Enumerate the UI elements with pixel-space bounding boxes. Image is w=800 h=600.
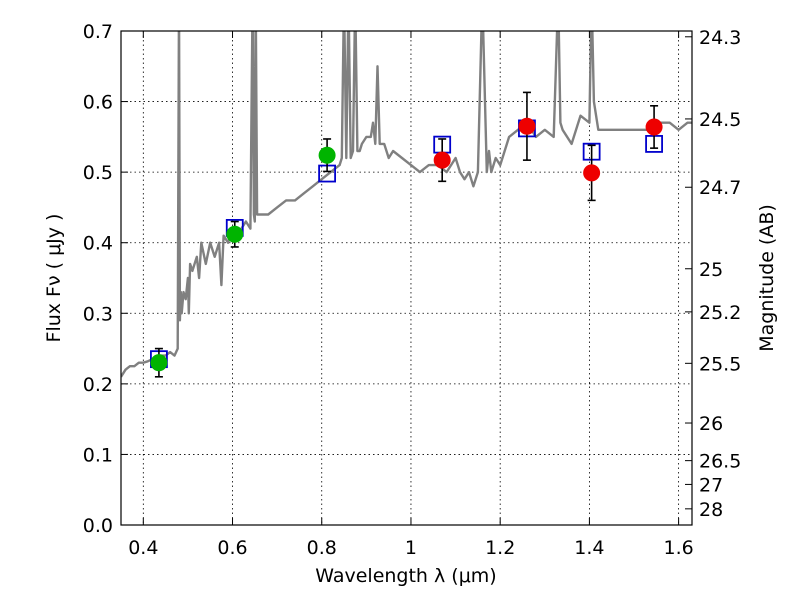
magnitude-tick-label: 26 bbox=[699, 413, 723, 435]
observed-flux-point bbox=[226, 225, 244, 243]
y-axis-ticks: 0.0 0.1 0.2 0.3 0.4 0.5 0.6 0.7 bbox=[83, 21, 128, 537]
magnitude-tick-label: 25.2 bbox=[699, 302, 741, 324]
magnitude-tick-label: 24.7 bbox=[699, 177, 741, 199]
x-tick-label: 1.2 bbox=[485, 537, 515, 559]
y-tick-label: 0.4 bbox=[83, 233, 113, 255]
y-tick-label: 0.2 bbox=[83, 374, 113, 396]
x-tick-label: 0.6 bbox=[217, 537, 247, 559]
x-tick-label: 1.4 bbox=[574, 537, 604, 559]
y-tick-label: 0.0 bbox=[83, 515, 113, 537]
magnitude-axis-ticks: 24.3 24.5 24.7 25 25.2 25.5 26 26.527 28 bbox=[685, 27, 741, 521]
magnitude-tick-label: 24.5 bbox=[699, 109, 741, 131]
magnitude-axis-label: Magnitude (AB) bbox=[756, 204, 778, 352]
y-axis-label: Flux Fν ( μJy ) bbox=[43, 214, 65, 343]
x-tick-label: 1 bbox=[405, 537, 417, 559]
observed-flux-point bbox=[645, 118, 663, 136]
magnitude-tick-label: 26.5 bbox=[699, 451, 741, 473]
y-tick-label: 0.5 bbox=[83, 162, 113, 184]
magnitude-tick-label: 28 bbox=[699, 499, 723, 521]
observed-flux-point bbox=[150, 354, 168, 372]
spectrum-layer bbox=[121, 31, 692, 378]
magnitude-tick-label: 25.5 bbox=[699, 353, 741, 375]
x-tick-label: 0.8 bbox=[307, 537, 337, 559]
model-spectrum-line bbox=[121, 31, 692, 378]
y-tick-label: 0.7 bbox=[83, 21, 113, 43]
y-tick-label: 0.6 bbox=[83, 92, 113, 114]
observed-flux-point bbox=[318, 146, 336, 164]
magnitude-tick-label: 27 bbox=[699, 474, 723, 496]
magnitude-tick-label: 24.3 bbox=[699, 27, 741, 49]
plot-frame bbox=[120, 30, 693, 526]
observed-flux-point bbox=[518, 117, 536, 135]
y-tick-label: 0.1 bbox=[83, 444, 113, 466]
marker-layer bbox=[150, 91, 663, 378]
observed-flux-point bbox=[583, 164, 601, 182]
x-axis-ticks: 0.4 0.6 0.8 1 1.2 1.4 1.6 bbox=[128, 31, 694, 559]
x-axis-label: Wavelength λ (μm) bbox=[315, 565, 496, 587]
x-tick-label: 1.6 bbox=[664, 537, 694, 559]
grid bbox=[121, 30, 692, 526]
observed-flux-point bbox=[433, 151, 451, 169]
x-tick-label: 0.4 bbox=[128, 537, 158, 559]
magnitude-tick-label: 25 bbox=[699, 259, 723, 281]
y-tick-label: 0.3 bbox=[83, 303, 113, 325]
